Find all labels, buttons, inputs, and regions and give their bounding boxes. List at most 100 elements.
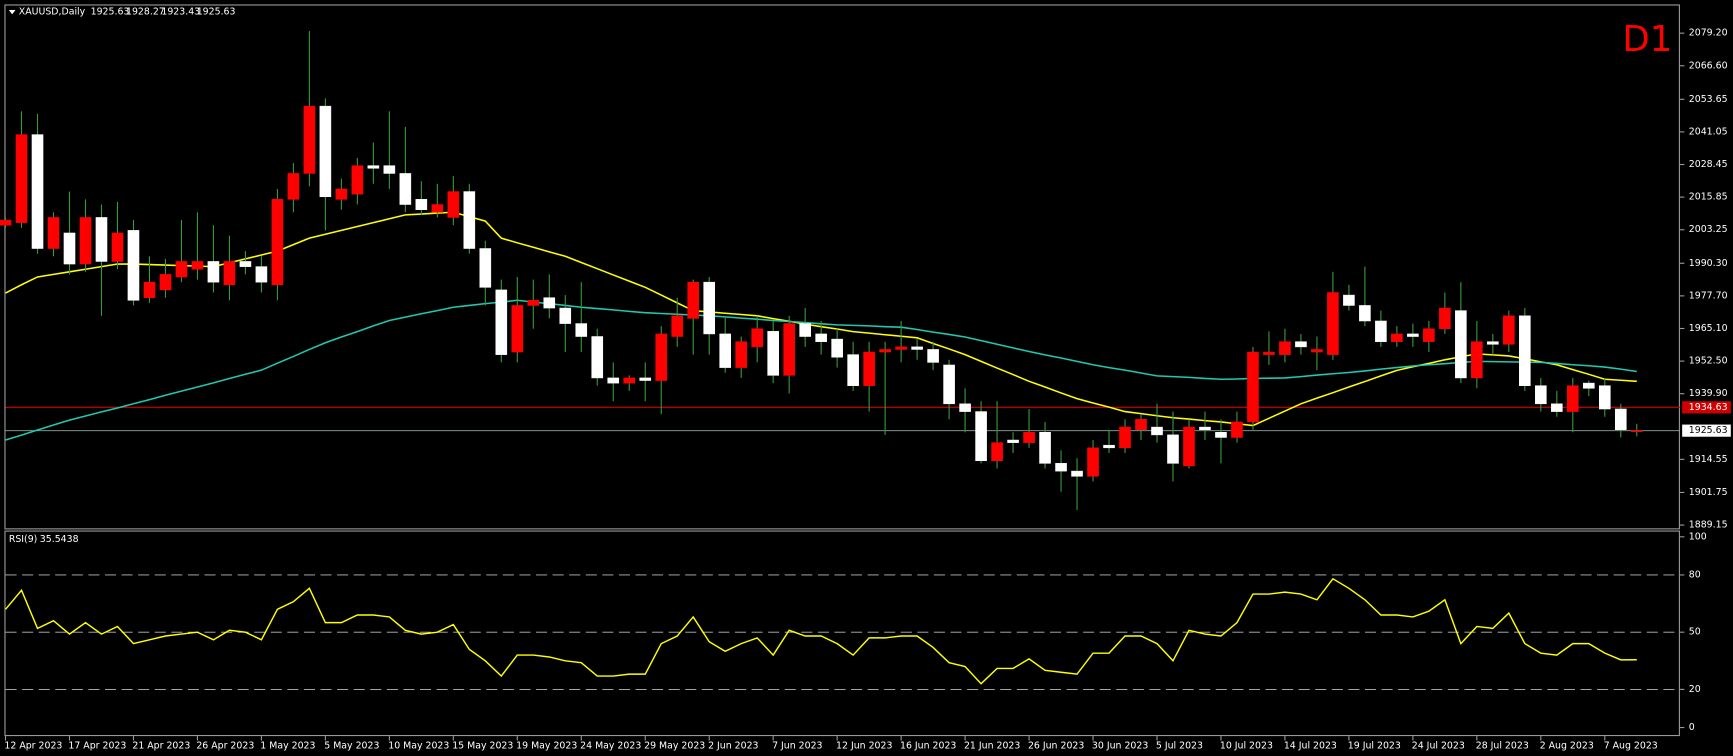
current-price-box: [1682, 424, 1731, 437]
x-tick-label: 2 Jun 2023: [708, 741, 758, 752]
y-tick-label: 20: [1689, 684, 1701, 695]
y-tick-label: 2079.20: [1689, 28, 1728, 39]
y-tick-label: 2028.45: [1689, 159, 1728, 170]
candle-body: [1630, 430, 1643, 433]
y-tick-label: 2015.85: [1689, 192, 1728, 203]
candle-body: [751, 328, 763, 348]
y-tick-label: 1977.70: [1689, 290, 1728, 301]
candle-body: [63, 232, 76, 265]
symbol-menu-arrow[interactable]: [8, 9, 16, 15]
x-tick-label: 15 May 2023: [452, 741, 513, 752]
y-tick-label: 50: [1689, 627, 1701, 638]
candle-body: [1103, 444, 1115, 449]
candle-body: [367, 165, 380, 169]
candle-body: [1407, 333, 1419, 337]
candle-body: [975, 411, 987, 462]
candle-body: [559, 307, 572, 324]
candle-body: [447, 191, 460, 218]
candle-body: [783, 323, 795, 376]
y-tick-label: 1952.50: [1689, 356, 1728, 367]
x-tick-label: 17 Apr 2023: [68, 741, 126, 752]
candle-body: [0, 219, 12, 226]
candle-body: [319, 105, 332, 198]
candle-body: [799, 323, 811, 337]
candle-body: [495, 289, 508, 355]
main-panel-frame: [4, 4, 1680, 530]
candle-body: [1375, 320, 1387, 342]
candle-body: [591, 336, 604, 379]
candle-body: [831, 338, 843, 358]
x-tick-label: 1 May 2023: [260, 741, 315, 752]
candle-body: [1614, 408, 1627, 430]
x-tick-label: 21 Apr 2023: [132, 741, 190, 752]
x-tick-label: 29 May 2023: [644, 741, 705, 752]
candle-body: [991, 442, 1003, 462]
candle-body: [31, 134, 44, 249]
chart-title: XAUUSD,Daily: [19, 7, 86, 18]
candle-body: [1359, 305, 1371, 322]
x-tick-label: 14 Jul 2023: [1284, 741, 1337, 752]
candle-body: [943, 364, 955, 405]
candle-body: [815, 333, 827, 342]
candle-body: [1039, 432, 1051, 464]
candle-body: [1055, 463, 1067, 472]
candle-body: [1215, 432, 1227, 438]
candle-body: [1439, 307, 1451, 330]
candle-body: [1151, 426, 1163, 436]
candle-body: [127, 230, 140, 301]
candle-body: [1119, 426, 1131, 449]
candle-body: [159, 274, 172, 291]
y-tick-label: 1990.30: [1689, 258, 1728, 269]
y-tick-label: 2053.65: [1689, 94, 1728, 105]
candle-body: [383, 165, 396, 174]
candle-body: [623, 377, 636, 384]
candle-body: [1535, 385, 1547, 405]
x-tick-label: 24 Jul 2023: [1412, 741, 1465, 752]
candle-body: [111, 232, 124, 262]
candle-body: [863, 351, 875, 386]
candle-body: [1183, 426, 1195, 467]
candle-body: [255, 266, 268, 283]
x-tick-label: 2 Aug 2023: [1540, 741, 1594, 752]
candle-body: [1455, 310, 1467, 379]
y-tick-label: 2066.60: [1689, 60, 1728, 71]
x-tick-label: 26 Apr 2023: [196, 741, 254, 752]
candle-body: [847, 354, 859, 386]
x-tick-label: 7 Jun 2023: [772, 741, 822, 752]
candle-body: [1007, 439, 1019, 443]
candle-body: [719, 333, 731, 368]
candle-body: [1279, 341, 1291, 355]
y-tick-label: 2041.05: [1689, 126, 1728, 137]
x-tick-label: 7 Aug 2023: [1604, 741, 1658, 752]
y-tick-label: 1889.15: [1689, 520, 1728, 531]
candle-body: [239, 261, 252, 267]
price-label-box: [1682, 401, 1731, 414]
x-tick-label: 24 May 2023: [580, 741, 641, 752]
candle-body: [335, 188, 348, 200]
candle-body: [1167, 434, 1179, 464]
candle-body: [463, 191, 476, 249]
candle-body: [143, 281, 156, 298]
candle-body: [1471, 341, 1483, 379]
candle-body: [1023, 432, 1035, 443]
rsi-panel-frame: [4, 530, 1680, 737]
x-tick-label: 10 Jul 2023: [1220, 741, 1273, 752]
x-tick-label: 16 Jun 2023: [900, 741, 956, 752]
candle-body: [207, 261, 220, 283]
x-tick-label: 12 Jun 2023: [836, 741, 892, 752]
candle-body: [511, 305, 524, 353]
y-tick-label: 0: [1689, 722, 1695, 733]
candle-body: [79, 217, 92, 265]
candle-body: [95, 217, 108, 262]
candle-body: [1071, 470, 1083, 477]
candle-body: [1551, 403, 1563, 412]
x-tick-label: 5 Jul 2023: [1156, 741, 1203, 752]
indicator-line: [4, 577, 1637, 685]
candle-body: [703, 281, 716, 335]
candle-body: [895, 346, 907, 350]
candle-body: [1582, 382, 1595, 389]
candle-body: [527, 300, 540, 306]
price-label: 1934.63: [1689, 402, 1728, 413]
candle-body: [47, 217, 60, 249]
candle-body: [1423, 328, 1435, 342]
